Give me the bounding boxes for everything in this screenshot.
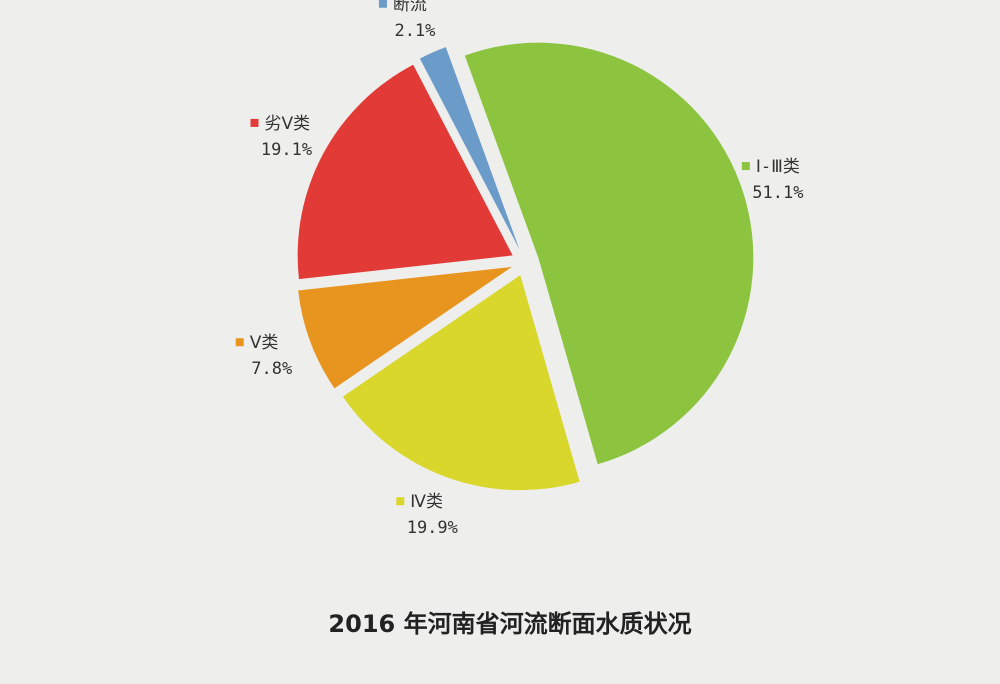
legend-marker	[378, 0, 387, 8]
legend-marker	[250, 118, 259, 127]
slice-label: Ⅳ类	[410, 492, 443, 512]
chart-title: 2016 年河南省河流断面水质状况	[328, 610, 691, 638]
value-label: 51.1%	[752, 183, 803, 203]
legend-marker	[396, 497, 405, 506]
slice-label: 断流	[393, 0, 427, 15]
pie-slice	[464, 42, 754, 465]
pie-slice	[297, 64, 513, 280]
pie-slice	[419, 47, 520, 250]
value-label: 2.1%	[394, 21, 435, 41]
legend-marker	[235, 338, 244, 347]
slice-label: Ⅰ-Ⅲ类	[756, 157, 800, 177]
pie-slice	[298, 266, 512, 389]
value-label: 7.8%	[251, 359, 292, 379]
legend-marker	[741, 162, 750, 171]
pie-slice	[342, 275, 580, 491]
value-label: 19.9%	[407, 518, 458, 538]
slice-label: Ⅴ类	[250, 333, 279, 353]
slice-label: 劣Ⅴ类	[265, 114, 311, 134]
value-label: 19.1%	[261, 140, 312, 160]
